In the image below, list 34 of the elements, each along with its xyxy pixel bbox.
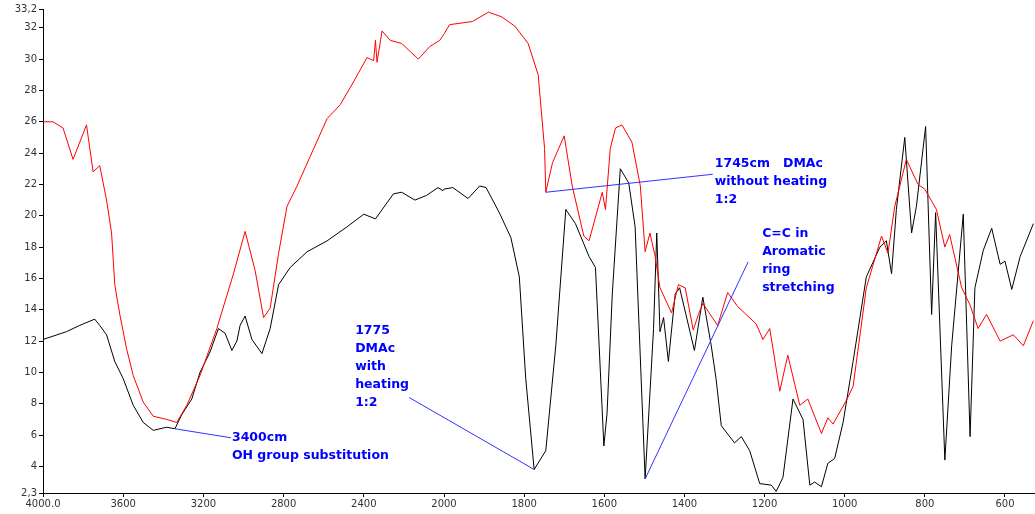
x-tick-label: 600 bbox=[995, 497, 1015, 509]
x-tick-label: 2400 bbox=[351, 497, 377, 509]
x-tick-label: 4000.0 bbox=[25, 497, 61, 509]
x-tick-label: 2000 bbox=[431, 497, 457, 509]
y-tick-label: 18 bbox=[24, 240, 37, 252]
y-tick-label: 28 bbox=[24, 84, 37, 96]
y-tick-label: 8 bbox=[30, 397, 37, 409]
y-tick-label: 20 bbox=[24, 209, 37, 221]
annotation: 1775 DMAc with heating 1:2 bbox=[355, 321, 410, 409]
y-tick-label: 26 bbox=[24, 115, 37, 127]
y-tick-label: 22 bbox=[24, 178, 37, 190]
y-tick-label: 12 bbox=[24, 334, 37, 346]
y-tick-label: 4 bbox=[30, 459, 37, 471]
x-tick-label: 1000 bbox=[831, 497, 858, 509]
annotation: 3400cm OH group substitution bbox=[231, 429, 389, 463]
y-tick-label: 10 bbox=[24, 365, 37, 377]
y-tick-label: 33,2 bbox=[14, 2, 37, 14]
x-tick-label: 1200 bbox=[751, 497, 778, 509]
y-tick-label: 32 bbox=[24, 21, 37, 33]
x-tick-label: 1600 bbox=[591, 497, 617, 509]
y-tick-label: 2,3 bbox=[21, 486, 37, 498]
x-tick-label: 2800 bbox=[270, 497, 297, 509]
x-tick-label: 3200 bbox=[190, 497, 217, 509]
annotation: C=C in Aromatic ring stretching bbox=[762, 225, 835, 295]
annotation: 1745cm DMAc without heating 1:2 bbox=[714, 154, 828, 206]
y-tick-label: 16 bbox=[24, 272, 37, 283]
y-tick-label: 6 bbox=[30, 428, 37, 440]
y-tick-label: 24 bbox=[24, 146, 37, 158]
x-tick-label: 1400 bbox=[671, 497, 698, 509]
y-tick-label: 30 bbox=[24, 52, 37, 64]
x-tick-label: 800 bbox=[915, 497, 935, 509]
x-tick-label: 1800 bbox=[511, 497, 537, 509]
x-tick-label: 3600 bbox=[110, 497, 136, 509]
y-tick-label: 14 bbox=[24, 303, 37, 315]
